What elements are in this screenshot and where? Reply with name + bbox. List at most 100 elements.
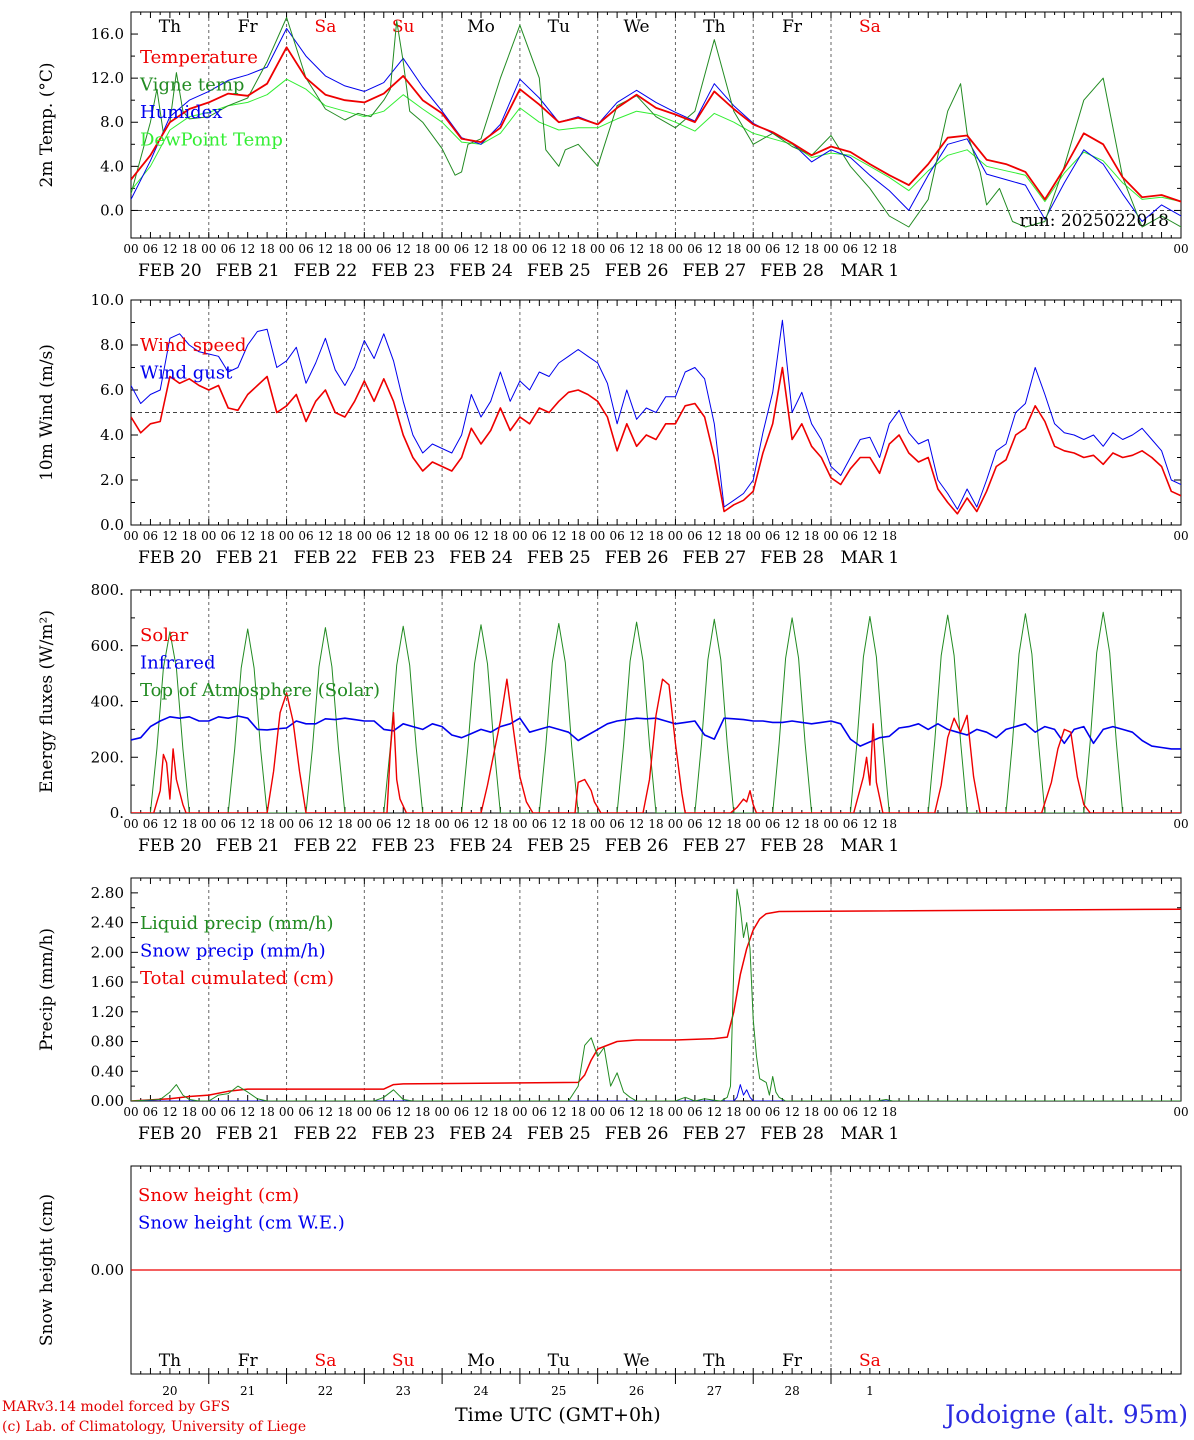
hour-tick-label: 06 <box>298 817 313 831</box>
day-number-label: 23 <box>396 1384 411 1398</box>
plot-frame <box>130 11 1182 239</box>
legend-entry: DewPoint Temp <box>140 130 283 151</box>
panel-energy: 0. 200. 400. 600. 800. Energy fluxes (W/m²) 00… <box>37 581 1189 856</box>
series-line-total-cumulated-cm- <box>131 908 1181 1101</box>
day-name-label: Sa <box>315 17 337 37</box>
date-label: FEB 23 <box>371 1124 435 1144</box>
day-number-label: 27 <box>707 1384 722 1398</box>
date-label: FEB 25 <box>527 548 591 568</box>
y-tick-label: 0.40 <box>91 1062 124 1080</box>
hour-tick-label: 18 <box>726 529 741 543</box>
date-label: FEB 23 <box>371 548 435 568</box>
hour-tick-label: 00 <box>357 529 372 543</box>
hour-tick-label: 12 <box>707 529 722 543</box>
hour-tick-label: 12 <box>551 529 566 543</box>
panel-precip: 0.00 0.40 0.80 1.20 1.60 2.00 2.40 2.80 Precip (… <box>37 877 1189 1144</box>
hour-tick-label: 00 <box>746 1105 761 1119</box>
hour-tick-label: 06 <box>376 817 391 831</box>
hour-tick-label: 18 <box>493 529 508 543</box>
hour-tick-label: 18 <box>804 242 819 256</box>
series-line-snow-precip-mm-h- <box>131 1084 1181 1101</box>
hour-tick-label: 12 <box>162 1105 177 1119</box>
hour-tick-label: 12 <box>862 1105 877 1119</box>
hour-tick-label: 18 <box>648 242 663 256</box>
hour-tick-label: 12 <box>240 242 255 256</box>
date-label: FEB 20 <box>138 261 202 281</box>
hour-tick-label: 18 <box>337 529 352 543</box>
hour-tick-label: 06 <box>609 242 624 256</box>
day-number-label: 24 <box>473 1384 489 1398</box>
date-label: MAR 1 <box>841 836 900 856</box>
date-label: FEB 23 <box>371 836 435 856</box>
hour-tick-label: 06 <box>143 817 158 831</box>
date-label: FEB 28 <box>760 836 824 856</box>
y-tick-label: 0.80 <box>91 1033 124 1051</box>
series-line-temperature <box>131 46 1181 203</box>
y-axis-label: Energy fluxes (W/m²) <box>37 610 57 793</box>
date-label: MAR 1 <box>841 261 900 281</box>
hour-tick-label: 06 <box>765 529 780 543</box>
date-label: FEB 26 <box>605 1124 669 1144</box>
hour-tick-label: 12 <box>629 1105 644 1119</box>
hour-tick-label: 06 <box>532 242 547 256</box>
hour-tick-label: 12 <box>784 529 799 543</box>
hour-tick-label: 00 <box>201 1105 216 1119</box>
date-label: FEB 20 <box>138 836 202 856</box>
hour-tick-label: 06 <box>765 242 780 256</box>
hour-tick-label: 06 <box>298 529 313 543</box>
hour-tick-label: 00 <box>279 817 294 831</box>
hour-tick-label: 06 <box>143 1105 158 1119</box>
day-number-label: 1 <box>866 1384 874 1398</box>
hour-tick-label: 18 <box>571 242 586 256</box>
hour-tick-label: 12 <box>707 1105 722 1119</box>
hour-tick-label: 18 <box>493 242 508 256</box>
hour-tick-label: 00 <box>279 1105 294 1119</box>
y-axis-label: 2m Temp. (°C) <box>37 62 57 187</box>
hour-tick-label: 00 <box>201 529 216 543</box>
y-tick-label: 600. <box>91 637 124 655</box>
hour-tick-label: 18 <box>726 817 741 831</box>
hour-tick-label: 06 <box>221 1105 236 1119</box>
hour-tick-label: 12 <box>862 529 877 543</box>
hour-tick-label: 06 <box>454 242 469 256</box>
legend-entry: Temperature <box>140 47 258 68</box>
hour-tick-label: 00 <box>357 242 372 256</box>
hour-tick-label: 12 <box>318 242 333 256</box>
hour-tick-label: 00 <box>123 529 138 543</box>
legend-entry: Total cumulated (cm) <box>140 968 334 989</box>
model-credit: MARv3.14 model forced by GFS <box>2 1399 231 1415</box>
date-label: FEB 21 <box>216 261 280 281</box>
y-tick-label: 2.40 <box>91 914 124 932</box>
panel-wind: 0.0 2.0 4.0 6.0 8.0 10.0 10m Wind (m/s) 00 06 12 1… <box>37 291 1189 568</box>
hour-tick-label: 18 <box>337 242 352 256</box>
hour-tick-label: 18 <box>882 529 897 543</box>
day-name-label: Mo <box>467 1351 495 1371</box>
hour-tick-label: 18 <box>726 242 741 256</box>
hour-tick-label: 06 <box>221 242 236 256</box>
y-tick-label: 0.00 <box>91 1092 124 1110</box>
legend-entry: Wind speed <box>140 335 246 356</box>
legend-entry: Wind gust <box>140 363 233 384</box>
hour-tick-label: 00 <box>434 242 449 256</box>
hour-tick-label: 18 <box>571 529 586 543</box>
y-axis-label: 10m Wind (m/s) <box>37 344 57 481</box>
series-line-wind-gust <box>131 319 1181 510</box>
date-label: FEB 20 <box>138 548 202 568</box>
hour-tick-label: 00 <box>123 242 138 256</box>
hour-tick-label: 12 <box>318 817 333 831</box>
day-number-label: 26 <box>629 1384 644 1398</box>
y-tick-label: 0. <box>110 804 124 822</box>
hour-tick-label: 18 <box>259 529 274 543</box>
hour-tick-label: 00 <box>823 529 838 543</box>
hour-tick-label: 06 <box>843 1105 858 1119</box>
hour-tick-label: 06 <box>376 242 391 256</box>
day-name-label: Mo <box>467 17 495 37</box>
hour-tick-label: 12 <box>784 817 799 831</box>
y-tick-label: 4.0 <box>100 157 124 175</box>
hour-tick-label: 12 <box>862 817 877 831</box>
hour-tick-label: 12 <box>629 529 644 543</box>
hour-tick-label: 06 <box>143 242 158 256</box>
hour-tick-label: 00 <box>357 817 372 831</box>
hour-tick-label: 18 <box>337 817 352 831</box>
hour-tick-label: 18 <box>493 817 508 831</box>
